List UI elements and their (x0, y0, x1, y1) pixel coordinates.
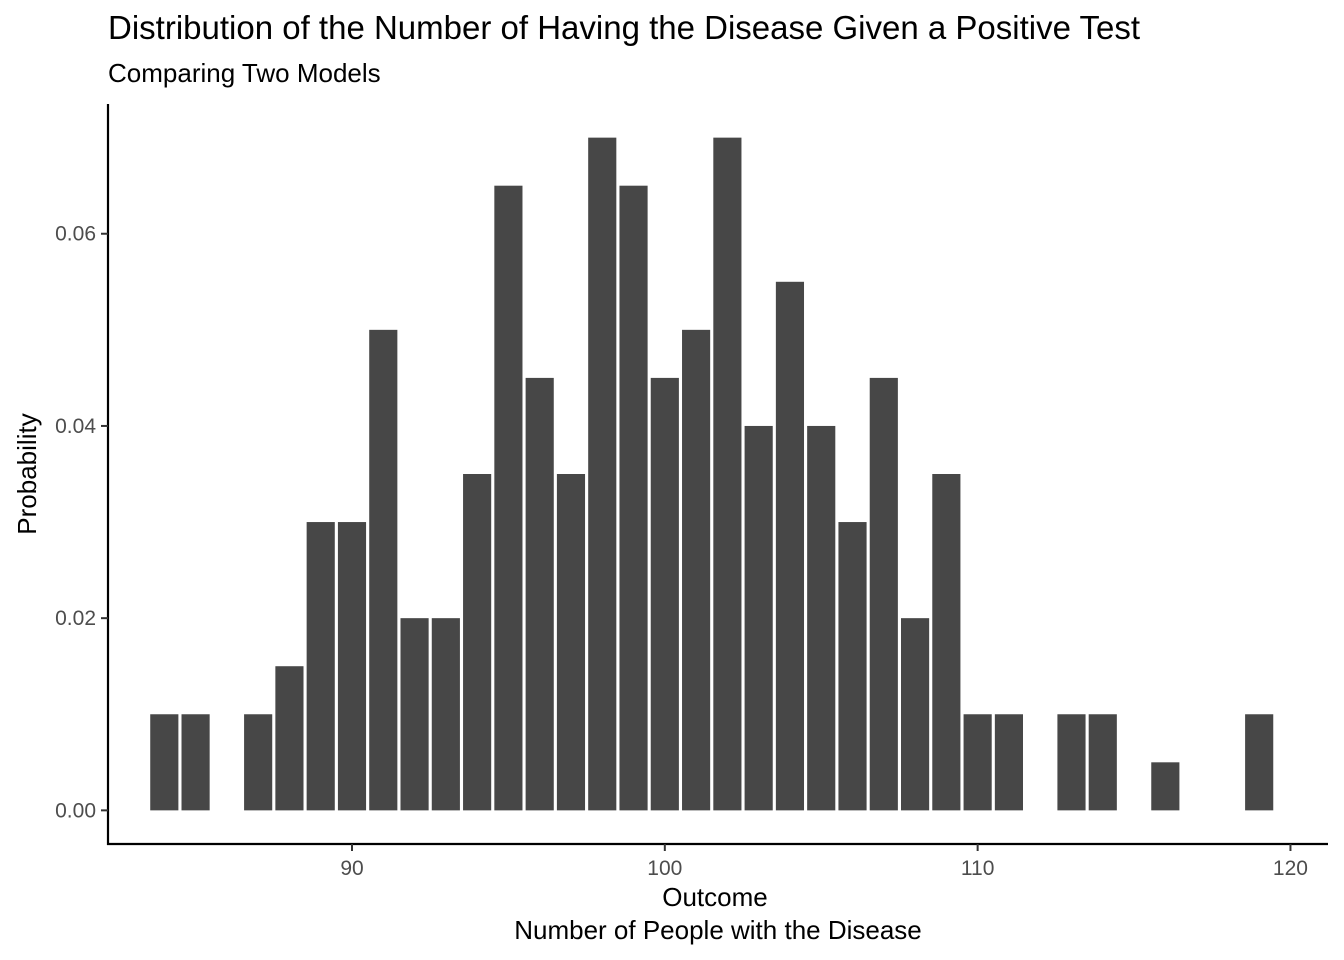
chart-subtitle: Comparing Two Models (108, 58, 381, 88)
bar-111 (994, 714, 1023, 811)
bar-109 (932, 474, 961, 811)
bar-85 (181, 714, 210, 811)
bar-91 (369, 329, 398, 811)
bar-114 (1088, 714, 1117, 811)
y-tick-label: 0.06 (55, 223, 96, 246)
x-axis-ticks: 90 100 110 120 (340, 844, 1308, 880)
bar-113 (1057, 714, 1086, 811)
bar-100 (650, 377, 679, 811)
bar-107 (869, 377, 898, 811)
bar-116 (1151, 762, 1180, 811)
x-tick-label: 120 (1273, 857, 1308, 880)
bar-87 (244, 714, 273, 811)
x-axis-title: Outcome (662, 882, 768, 912)
bar-106 (838, 522, 867, 811)
y-tick-label: 0.00 (55, 799, 96, 822)
bar-102 (713, 137, 742, 811)
y-tick-label: 0.02 (55, 607, 96, 630)
x-tick-label: 100 (647, 857, 682, 880)
x-axis-subtitle: Number of People with the Disease (514, 915, 922, 945)
y-axis-title: Probability (12, 413, 42, 534)
chart-title: Distribution of the Number of Having the… (108, 9, 1140, 46)
bar-90 (337, 522, 367, 811)
bars-group (150, 137, 1274, 811)
bar-108 (901, 618, 930, 811)
bar-94 (463, 474, 492, 811)
x-tick-label: 110 (961, 857, 994, 880)
bar-103 (744, 425, 773, 811)
bar-99 (619, 185, 648, 811)
bar-88 (275, 666, 304, 811)
bar-98 (588, 137, 617, 811)
bar-97 (556, 474, 586, 811)
bar-105 (807, 425, 836, 811)
bar-101 (682, 329, 711, 811)
bar-93 (431, 618, 460, 811)
bar-96 (525, 377, 554, 811)
y-axis-ticks: 0.00 0.02 0.04 0.06 (55, 223, 108, 822)
bar-89 (306, 522, 335, 811)
bar-119 (1245, 714, 1274, 811)
x-tick-label: 90 (340, 857, 363, 880)
bar-92 (400, 618, 429, 811)
y-tick-label: 0.04 (55, 415, 96, 438)
bar-110 (963, 714, 992, 811)
bar-104 (775, 281, 805, 811)
bar-84 (150, 714, 179, 811)
bar-95 (494, 185, 523, 811)
